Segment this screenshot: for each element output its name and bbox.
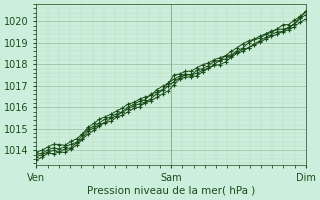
X-axis label: Pression niveau de la mer( hPa ): Pression niveau de la mer( hPa ) <box>87 186 255 196</box>
